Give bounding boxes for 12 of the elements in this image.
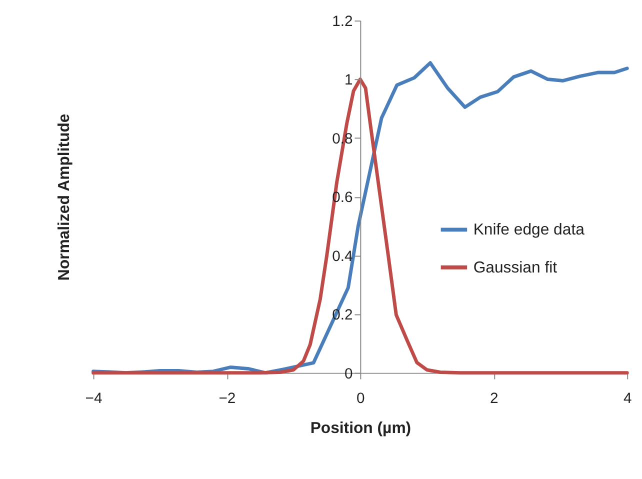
x-tick-label: −2 — [218, 391, 236, 408]
y-tick-label: 0 — [344, 366, 353, 382]
y-tick-label: 1 — [344, 72, 353, 89]
x-tick-label: 0 — [356, 391, 365, 408]
x-tick-label: −4 — [85, 391, 102, 408]
x-axis-title: Position (µm) — [310, 420, 412, 437]
x-tick-label: 4 — [623, 391, 632, 408]
legend-label: Gaussian fit — [473, 259, 558, 276]
x-tick-label: 2 — [490, 391, 498, 408]
y-axis-title: Normalized Amplitude — [56, 114, 73, 281]
legend-label: Knife edge data — [473, 222, 585, 239]
y-tick-label: 1.2 — [332, 14, 353, 30]
